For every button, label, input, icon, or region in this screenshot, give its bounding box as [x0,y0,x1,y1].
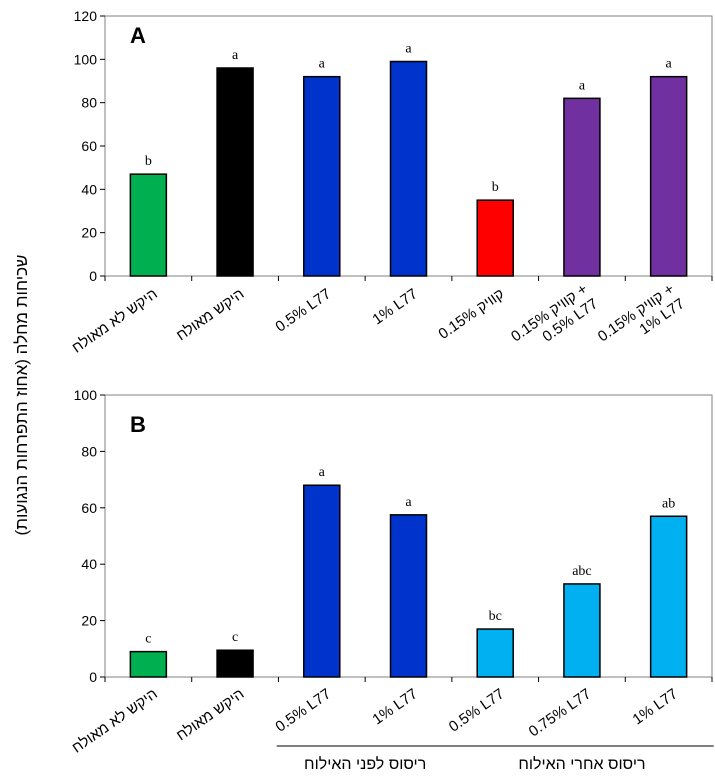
category-label-line: 1% L77 [369,285,420,328]
category-label: 0.5% L77 [446,685,508,735]
bar [649,75,688,277]
category-label-line: 0.15% קוויק [435,285,507,343]
significance-letter: abc [572,564,591,579]
bar [563,583,601,678]
bar [563,97,601,277]
category-label: היקש לא מאולח [69,285,161,356]
significance-letter: c [145,632,151,647]
bar [129,650,168,678]
y-tick-label: 100 [74,387,98,403]
category-label-line: היקש מאולח [173,685,247,744]
bar [216,649,254,678]
category-label: היקש מאולח [173,285,247,344]
bar [216,67,254,277]
significance-letter: b [145,154,152,169]
y-tick-label: 80 [81,95,97,111]
significance-letter: a [579,78,586,93]
category-label: 0.75% L77 [526,685,595,740]
y-tick-label: 100 [74,51,98,67]
category-label: 0.5% L77 [272,285,334,335]
category-label-line: היקש לא מאולח [69,685,161,756]
group-label: ריסוס אחרי האילוח [518,755,645,773]
y-tick-label: 0 [89,669,97,685]
category-label-line: 0.5% L77 [446,685,508,735]
y-tick-label: 60 [81,138,97,154]
bar [389,60,428,277]
group-label: ריסוס לפני האילוח [304,755,426,773]
y-tick-label: 40 [81,181,97,197]
category-label: 0.15% קוויק [435,285,507,343]
category-label-line: 0.5% L77 [272,285,334,335]
y-tick-label: 20 [81,225,97,241]
bar [649,515,688,678]
panel-b-label: B [130,412,146,437]
significance-letter: a [319,57,326,72]
significance-letter: ab [662,496,675,511]
y-tick-label: 60 [81,500,97,516]
significance-letter: b [492,180,499,195]
bar [389,514,428,678]
y-tick-label: 20 [81,613,97,629]
bar [303,75,341,277]
category-label-line: 1% L77 [630,685,681,728]
category-label-line: 0.75% L77 [526,685,595,740]
significance-letter: a [232,48,239,63]
category-label-line: היקש לא מאולח [69,285,161,356]
panel-a-label: A [130,23,146,48]
category-label-line: 0.5% L77 [272,685,334,735]
category-label: קוויק 0.15% +0.5% L77 [508,280,601,345]
category-label: קוויק 0.15% +1% L77 [595,280,688,345]
significance-letter: a [405,495,412,510]
category-label: 1% L77 [369,685,420,728]
significance-letter: bc [489,609,502,624]
category-label-line: 1% L77 [369,685,420,728]
significance-letter: a [319,465,326,480]
y-tick-label: 40 [81,556,97,572]
category-label: היקש מאולח [173,685,247,744]
significance-letter: c [232,630,238,645]
category-label: 1% L77 [630,685,681,728]
y-tick-label: 0 [89,268,97,284]
significance-letter: a [405,42,412,57]
category-label: 0.5% L77 [272,685,334,735]
bar [303,484,341,678]
y-tick-label: 80 [81,443,97,459]
category-label: היקש לא מאולח [69,685,161,756]
category-label: 1% L77 [369,285,420,328]
bar [476,628,514,678]
bar [129,173,168,277]
category-label-line: היקש מאולח [173,285,247,344]
bar [476,199,514,277]
y-tick-label: 120 [74,8,98,24]
significance-letter: a [666,57,673,72]
